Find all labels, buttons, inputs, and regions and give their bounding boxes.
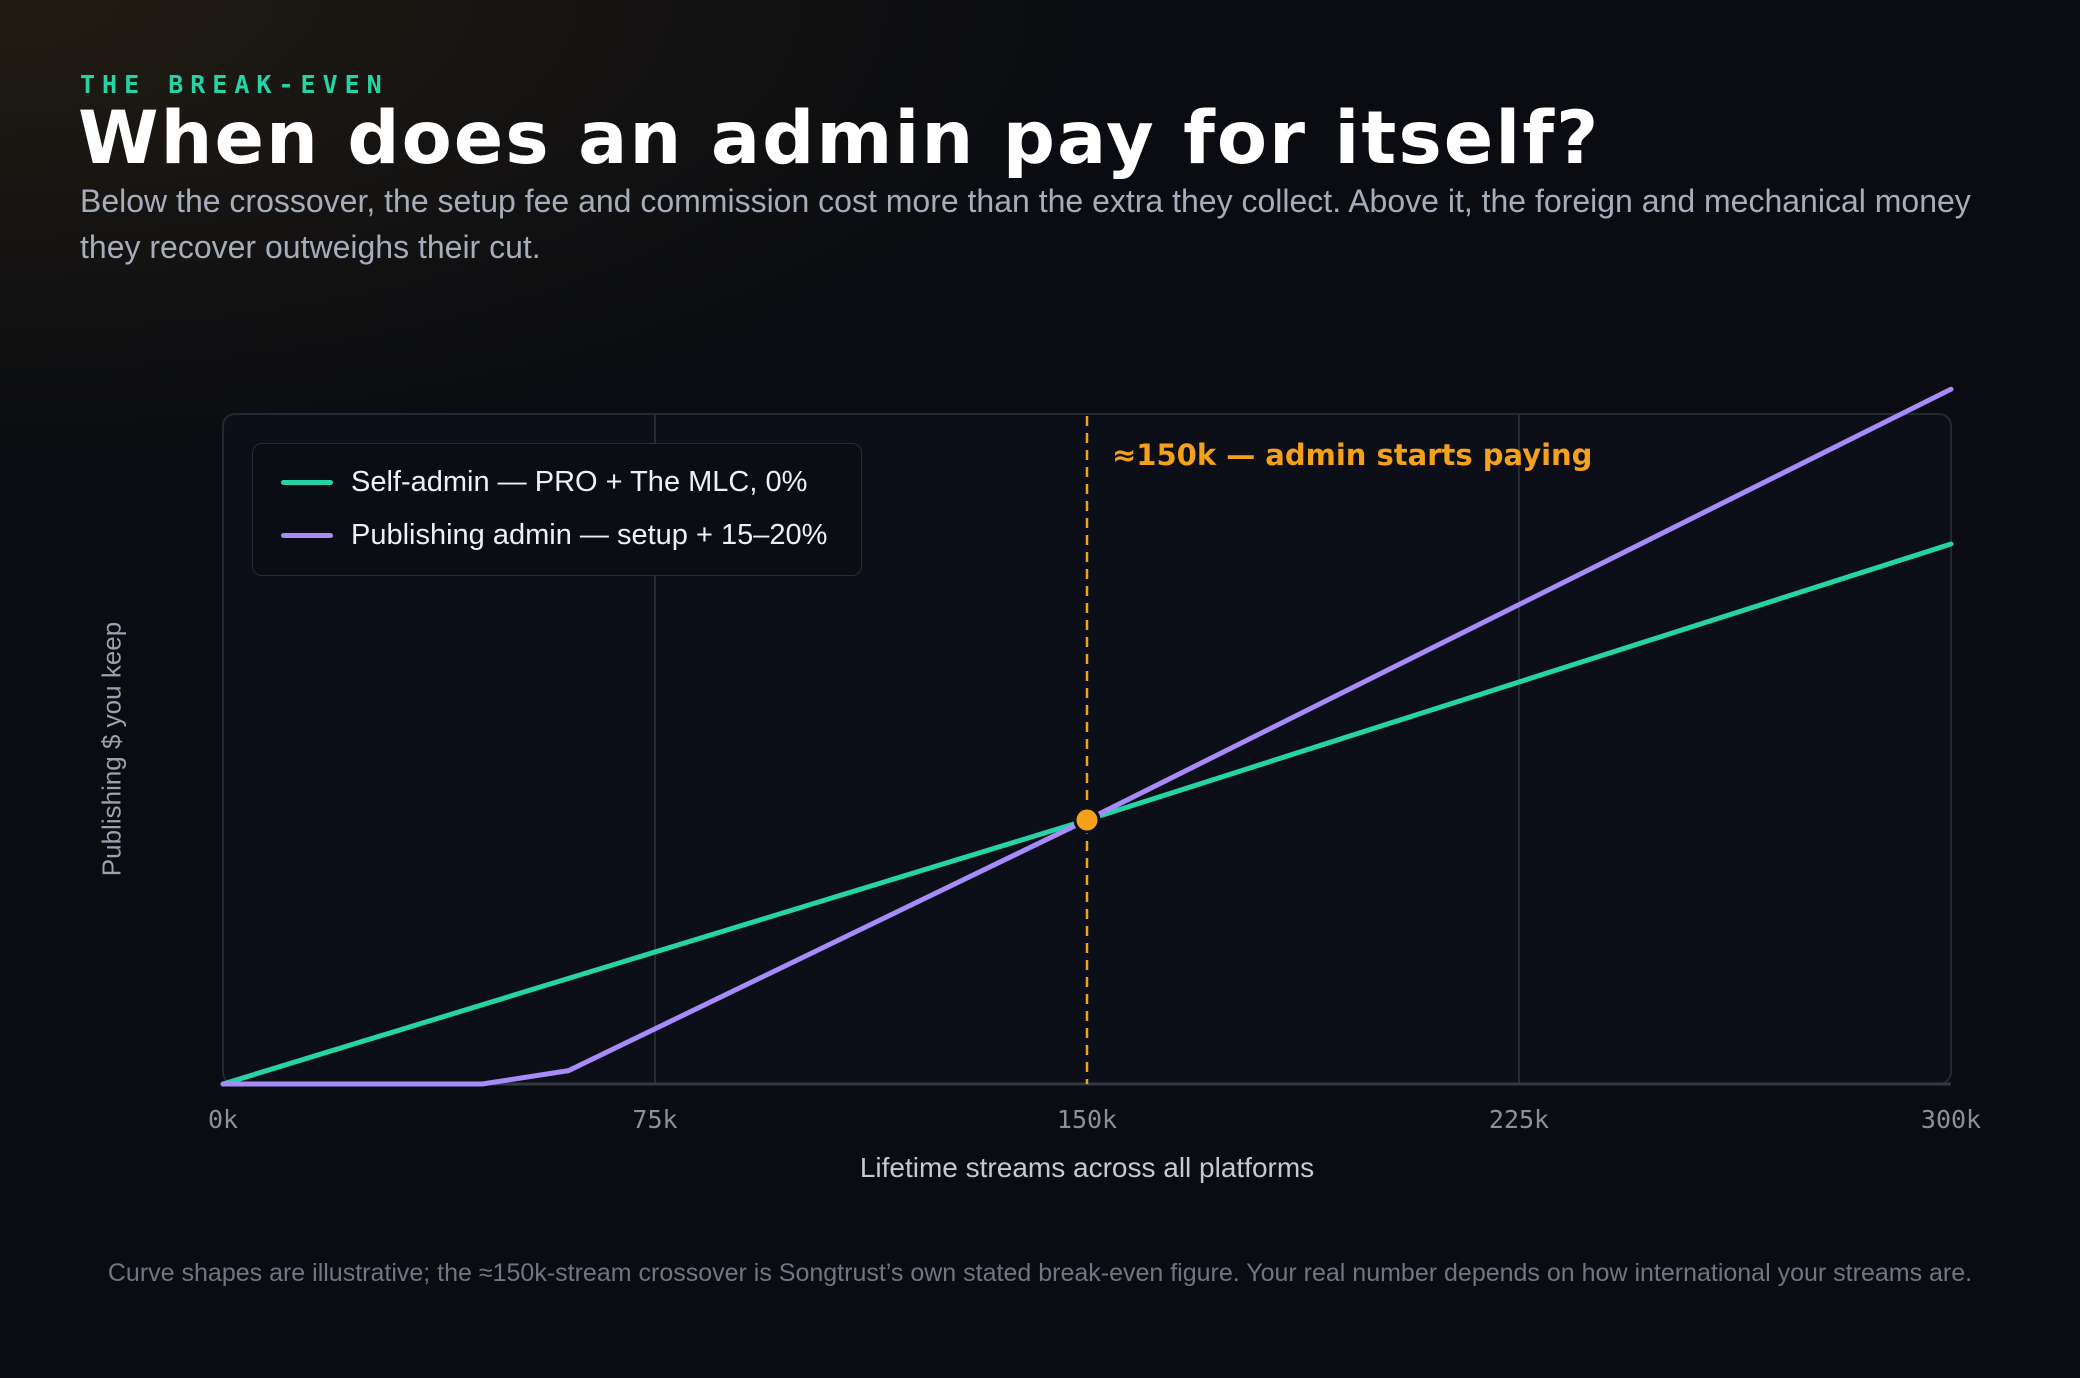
legend-label-publishing-admin: Publishing admin — setup + 15–20% bbox=[351, 519, 828, 551]
x-tick-label-150k: 150k bbox=[1056, 1105, 1118, 1134]
x-tick-label-0k: 0k bbox=[207, 1105, 239, 1134]
legend-swatch-publishing-admin bbox=[281, 533, 333, 538]
page-title: When does an admin pay for itself? bbox=[78, 96, 1601, 181]
y-axis-label: Publishing $ you keep bbox=[96, 621, 127, 877]
publishing-admin-line bbox=[220, 386, 1954, 1087]
crossover-annotation: ≈150k — admin starts paying bbox=[1112, 438, 1593, 472]
footnote: Curve shapes are illustrative; the ≈150k… bbox=[107, 1259, 1973, 1287]
page-subtitle: Below the crossover, the setup fee and c… bbox=[80, 183, 1971, 265]
legend-label-self-admin: Self-admin — PRO + The MLC, 0% bbox=[351, 466, 808, 498]
legend-item-publishing-admin: Publishing admin — setup + 15–20% bbox=[281, 519, 827, 552]
legend-item-self-admin: Self-admin — PRO + The MLC, 0% bbox=[281, 466, 807, 499]
legend-swatch-self-admin bbox=[281, 480, 333, 485]
x-tick-label-225k: 225k bbox=[1488, 1105, 1550, 1134]
x-axis-label: Lifetime streams across all platforms bbox=[859, 1152, 1315, 1183]
x-tick-label-75k: 75k bbox=[632, 1105, 678, 1134]
x-tick-label-300k: 300k bbox=[1920, 1105, 1982, 1134]
eyebrow-label: THE BREAK-EVEN bbox=[80, 70, 389, 99]
crossover-point bbox=[1073, 806, 1101, 834]
chart-legend: Self-admin — PRO + The MLC, 0% Publishin… bbox=[252, 443, 862, 576]
